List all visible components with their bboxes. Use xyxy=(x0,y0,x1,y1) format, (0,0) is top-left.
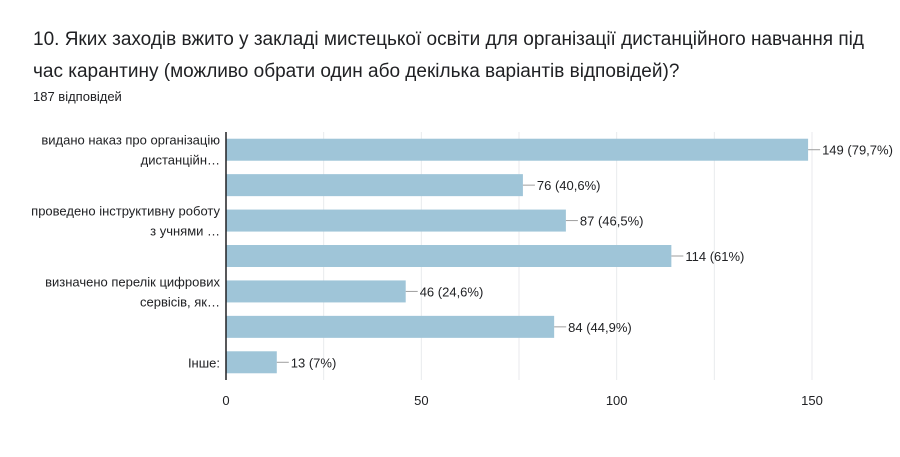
x-tick-label: 150 xyxy=(801,393,823,408)
data-label: 13 (7%) xyxy=(291,355,337,370)
category-label: дистанційн… xyxy=(141,153,220,168)
data-label: 87 (46,5%) xyxy=(580,214,644,229)
bar xyxy=(226,280,406,303)
data-label: 84 (44,9%) xyxy=(568,320,632,335)
bar xyxy=(226,245,672,267)
bar xyxy=(226,138,809,161)
data-label: 149 (79,7%) xyxy=(822,143,893,158)
question-title: 10. Яких заходів вжито у закладі мистець… xyxy=(33,29,864,82)
category-label: сервісів, як… xyxy=(140,294,220,309)
bar xyxy=(226,315,555,338)
bar xyxy=(226,351,277,374)
x-tick-label: 0 xyxy=(222,393,229,408)
category-label: визначено перелік цифрових xyxy=(45,274,220,289)
data-label: 46 (24,6%) xyxy=(420,284,484,299)
response-count: 187 відповідей xyxy=(33,89,122,104)
x-tick-label: 50 xyxy=(414,393,428,408)
category-label: Інше: xyxy=(188,355,220,370)
data-label: 114 (61%) xyxy=(685,249,744,264)
category-label: з учнями … xyxy=(150,224,220,239)
category-label: видано наказ про організацію xyxy=(41,133,220,148)
data-label: 76 (40,6%) xyxy=(537,178,601,193)
bar xyxy=(226,174,523,197)
category-label: проведено інструктивну роботу xyxy=(31,204,220,219)
bar xyxy=(226,209,566,232)
x-tick-label: 100 xyxy=(606,393,628,408)
